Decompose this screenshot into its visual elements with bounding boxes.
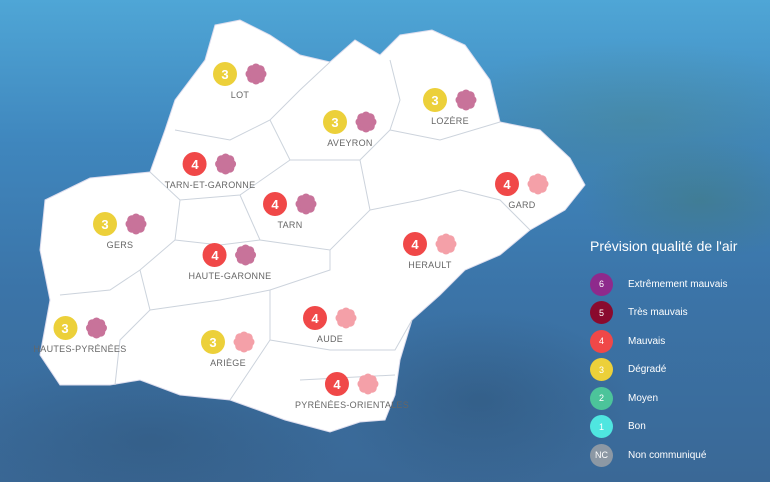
legend-item: 2 Moyen — [590, 384, 737, 413]
department-name: HERAULT — [408, 260, 452, 270]
legend-label: Non communiqué — [628, 449, 707, 461]
pollen-flower-icon — [233, 331, 255, 353]
air-quality-badge: 3 — [423, 88, 447, 112]
region-outline — [39, 19, 586, 433]
legend-swatch: NC — [590, 443, 613, 467]
department-4[interactable]: 4 GARD — [495, 172, 549, 210]
air-quality-badge: 4 — [203, 243, 227, 267]
department-name: GARD — [508, 200, 536, 210]
legend-swatch: 5 — [590, 301, 613, 325]
legend-item: 6 Extrêmement mauvais — [590, 270, 737, 299]
department-7[interactable]: 4 HAUTE-GARONNE — [189, 243, 272, 281]
air-quality-badge: 4 — [263, 192, 287, 216]
department-10[interactable]: 3 ARIÈGE — [201, 330, 255, 368]
air-quality-badge: 4 — [303, 306, 327, 330]
department-borders — [59, 59, 531, 401]
department-3[interactable]: 4 TARN-ET-GARONNE — [165, 152, 256, 190]
pollen-flower-icon — [125, 213, 147, 235]
pollen-flower-icon — [215, 153, 237, 175]
department-name: GERS — [106, 240, 134, 250]
legend-label: Très mauvais — [628, 307, 688, 319]
legend-label: Extrêmement mauvais — [628, 278, 728, 290]
legend-label: Bon — [628, 421, 646, 433]
pollen-flower-icon — [235, 244, 257, 266]
legend-swatch: 3 — [590, 358, 613, 382]
department-0[interactable]: 3 LOT — [213, 62, 267, 100]
legend-items: 6 Extrêmement mauvais 5 Très mauvais 4 Mauvai… — [590, 270, 737, 470]
department-2[interactable]: 3 LOZÈRE — [423, 88, 477, 126]
department-5[interactable]: 3 GERS — [93, 212, 147, 250]
air-quality-badge: 3 — [323, 110, 347, 134]
legend-item: NC Non communiqué — [590, 441, 737, 470]
department-name: AUDE — [316, 334, 344, 344]
legend-title: Prévision qualité de l'air — [590, 238, 738, 254]
department-9[interactable]: 3 HAUTES-PYRÉNÉES — [33, 316, 126, 354]
legend-item: 3 Dégradé — [590, 356, 737, 385]
pollen-flower-icon — [335, 307, 357, 329]
department-1[interactable]: 3 AVEYRON — [323, 110, 377, 148]
legend-item: 5 Très mauvais — [590, 299, 737, 328]
pollen-flower-icon — [245, 63, 267, 85]
pollen-flower-icon — [455, 89, 477, 111]
air-quality-badge: 4 — [325, 372, 349, 396]
air-quality-badge: 3 — [213, 62, 237, 86]
legend: Prévision qualité de l'air 6 Extrêmement … — [590, 238, 737, 470]
department-name: AVEYRON — [327, 138, 373, 148]
legend-swatch: 2 — [590, 386, 613, 410]
air-quality-badge: 3 — [93, 212, 117, 236]
department-name: ARIÈGE — [210, 358, 246, 368]
pollen-flower-icon — [295, 193, 317, 215]
legend-label: Dégradé — [628, 364, 667, 376]
department-name: TARN-ET-GARONNE — [164, 180, 256, 190]
air-quality-badge: 4 — [403, 232, 427, 256]
department-name: LOZÈRE — [431, 116, 469, 126]
department-name: PYRÉNÉES-ORIENTALES — [294, 400, 410, 410]
department-name: HAUTES-PYRÉNÉES — [33, 344, 127, 354]
legend-item: 4 Mauvais — [590, 327, 737, 356]
pollen-flower-icon — [527, 173, 549, 195]
department-6[interactable]: 4 TARN — [263, 192, 317, 230]
air-quality-badge: 3 — [201, 330, 225, 354]
pollen-flower-icon — [435, 233, 457, 255]
department-8[interactable]: 4 HERAULT — [403, 232, 457, 270]
department-name: TARN — [277, 220, 303, 230]
pollen-flower-icon — [357, 373, 379, 395]
air-quality-badge: 4 — [183, 152, 207, 176]
legend-swatch: 4 — [590, 329, 613, 353]
legend-label: Moyen — [628, 392, 659, 404]
department-11[interactable]: 4 AUDE — [303, 306, 357, 344]
legend-swatch: 1 — [590, 415, 613, 439]
air-quality-badge: 3 — [53, 316, 77, 340]
department-name: HAUTE-GARONNE — [188, 271, 272, 281]
legend-item: 1 Bon — [590, 413, 737, 442]
legend-label: Mauvais — [628, 335, 666, 347]
pollen-flower-icon — [85, 317, 107, 339]
air-quality-badge: 4 — [495, 172, 519, 196]
legend-swatch: 6 — [590, 272, 613, 296]
department-12[interactable]: 4 PYRÉNÉES-ORIENTALES — [295, 372, 409, 410]
pollen-flower-icon — [355, 111, 377, 133]
department-name: LOT — [230, 90, 250, 100]
